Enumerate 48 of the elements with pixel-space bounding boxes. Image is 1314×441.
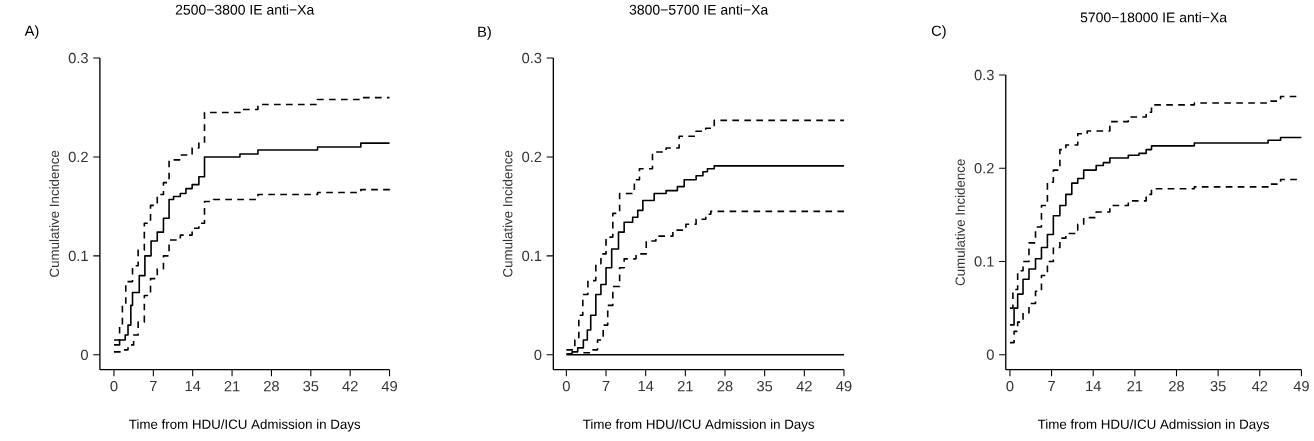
- x-tick-label: 21: [677, 381, 693, 392]
- x-tick-label: 14: [185, 381, 201, 392]
- y-tick-label: 0.2: [522, 152, 542, 163]
- x-tick-label: 35: [1210, 381, 1226, 392]
- text: B): [478, 26, 491, 41]
- x-tick-label: 42: [342, 381, 358, 392]
- text: A): [24, 25, 39, 40]
- y-tick-label: 0.2: [68, 152, 88, 163]
- y-tick-label: 0.1: [974, 256, 994, 267]
- y-tick-label: 0: [986, 349, 994, 361]
- x-tick-label: 35: [757, 381, 773, 392]
- y-axis-title: Cumulative Incidence: [955, 159, 965, 286]
- x-tick-label: 0: [1006, 381, 1014, 392]
- y-tick-label: 0.3: [974, 70, 994, 81]
- x-tick-label: 14: [1086, 381, 1101, 392]
- x-tick-label: 28: [264, 381, 279, 392]
- x-tick-label: 0: [110, 381, 118, 392]
- chart-title: 5700−18000 IE anti−Xa: [1080, 12, 1228, 23]
- y-tick-label: 0.1: [522, 250, 542, 262]
- x-tick-label: 49: [381, 381, 397, 392]
- x-tick-label: 28: [717, 381, 733, 392]
- x-tick-label: 21: [224, 381, 240, 392]
- y-axis-title: Cumulative Incidence: [49, 151, 60, 278]
- chart-title: 2500−3800 IE anti−Xa: [175, 4, 315, 15]
- y-tick-label: 0: [80, 349, 88, 361]
- chart-title: 3800−5700 IE anti−Xa: [629, 4, 769, 15]
- x-axis-title: Time from HDU/ICU Admission in Days: [129, 419, 361, 432]
- x-axis-title: Time from HDU/ICU Admission in Days: [583, 419, 815, 432]
- x-tick-label: 0: [562, 381, 570, 392]
- x-axis-title: Time from HDU/ICU Admission in Days: [1037, 419, 1269, 432]
- y-tick-label: 0: [534, 349, 542, 361]
- x-tick-label: 21: [1127, 381, 1143, 392]
- y-tick-label: 0.3: [522, 53, 542, 64]
- x-tick-label: 14: [638, 381, 654, 392]
- x-tick-label: 42: [1251, 381, 1268, 392]
- x-tick-label: 49: [1293, 381, 1309, 392]
- x-tick-label: 28: [1169, 381, 1184, 392]
- y-tick-label: 0.3: [68, 53, 88, 64]
- x-tick-label: 35: [303, 381, 319, 392]
- x-tick-label: 7: [150, 381, 157, 392]
- y-tick-label: 0.1: [68, 250, 88, 262]
- y-tick-label: 0.2: [974, 163, 994, 174]
- x-tick-label: 7: [602, 381, 610, 392]
- x-tick-label: 42: [796, 381, 812, 392]
- x-tick-label: 49: [836, 381, 852, 392]
- y-axis-title: Cumulative Incidence: [502, 151, 513, 278]
- text: C): [931, 25, 946, 40]
- x-tick-label: 7: [1048, 381, 1055, 392]
